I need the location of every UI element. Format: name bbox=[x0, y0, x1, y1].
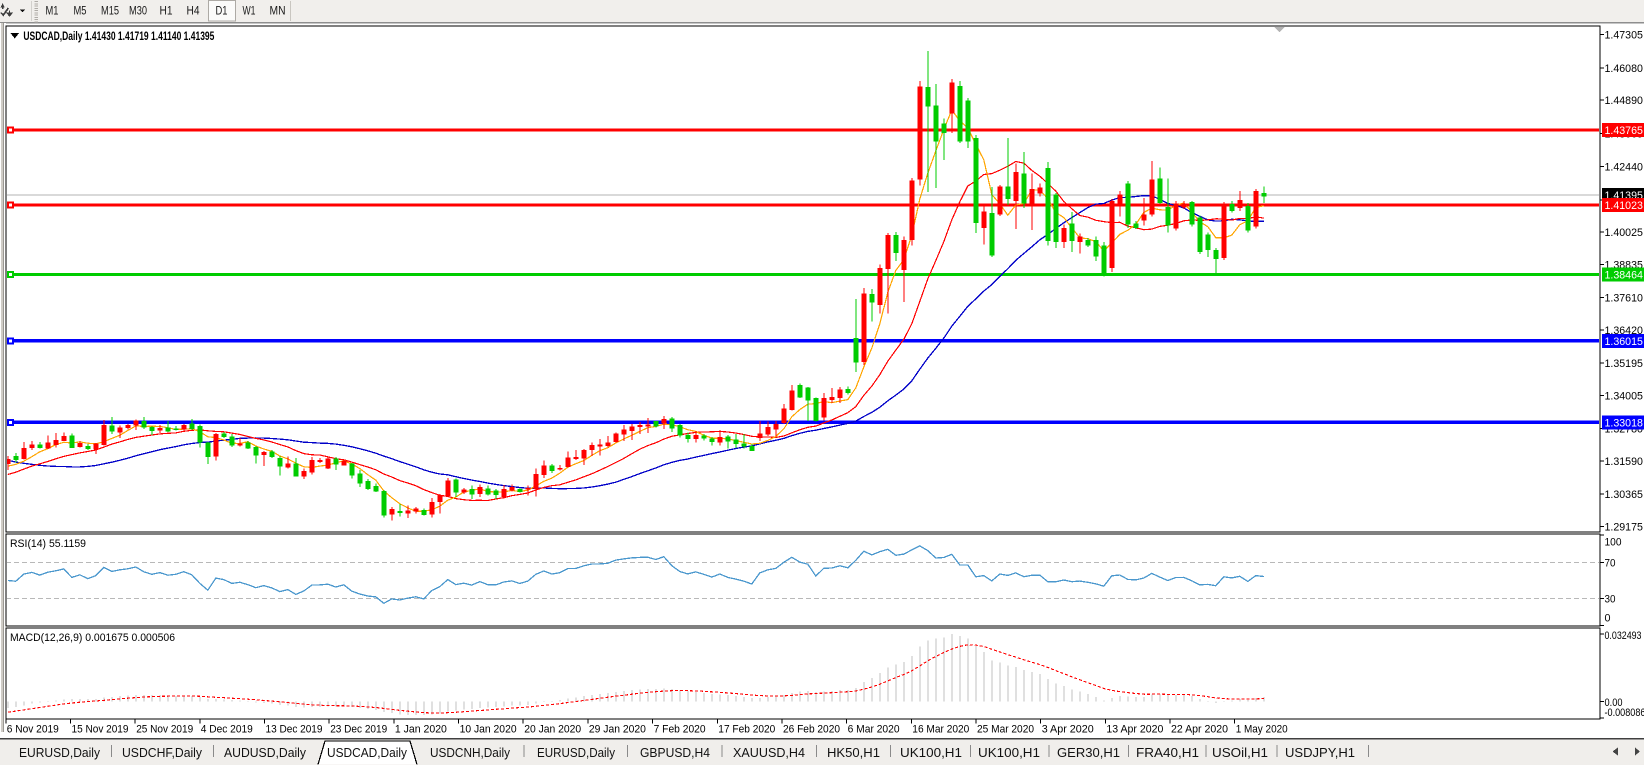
svg-text:25 Mar 2020: 25 Mar 2020 bbox=[977, 724, 1034, 736]
svg-text:1.33018: 1.33018 bbox=[1605, 417, 1643, 429]
svg-text:M30: M30 bbox=[129, 6, 147, 18]
svg-text:4 Dec 2019: 4 Dec 2019 bbox=[201, 724, 253, 736]
svg-text:23 Dec 2019: 23 Dec 2019 bbox=[330, 724, 387, 736]
svg-text:70: 70 bbox=[1605, 557, 1616, 569]
svg-text:USDJPY,H1: USDJPY,H1 bbox=[1285, 746, 1355, 760]
svg-text:M5: M5 bbox=[74, 6, 87, 18]
svg-text:1.29175: 1.29175 bbox=[1605, 521, 1643, 533]
svg-text:1.31590: 1.31590 bbox=[1605, 456, 1643, 468]
svg-text:USOil,H1: USOil,H1 bbox=[1212, 746, 1268, 760]
svg-text:1.44890: 1.44890 bbox=[1605, 95, 1643, 107]
svg-text:100: 100 bbox=[1605, 537, 1622, 549]
svg-text:GBPUSD,H4: GBPUSD,H4 bbox=[640, 746, 710, 760]
svg-text:1.34005: 1.34005 bbox=[1605, 390, 1643, 402]
svg-text:GER30,H1: GER30,H1 bbox=[1057, 746, 1120, 760]
svg-text:13 Dec 2019: 13 Dec 2019 bbox=[266, 724, 323, 736]
svg-text:30: 30 bbox=[1605, 593, 1616, 605]
svg-text:13 Apr 2020: 13 Apr 2020 bbox=[1106, 724, 1163, 736]
svg-text:17 Feb 2020: 17 Feb 2020 bbox=[718, 724, 775, 736]
svg-text:3 Apr 2020: 3 Apr 2020 bbox=[1042, 724, 1094, 736]
svg-text:20 Jan 2020: 20 Jan 2020 bbox=[524, 724, 581, 736]
svg-text:M1: M1 bbox=[46, 6, 59, 18]
svg-text:1.43765: 1.43765 bbox=[1605, 125, 1643, 137]
svg-text:XAUUSD,H4: XAUUSD,H4 bbox=[733, 746, 805, 760]
svg-text:1.46080: 1.46080 bbox=[1605, 63, 1643, 75]
svg-text:6 Nov 2019: 6 Nov 2019 bbox=[7, 724, 59, 736]
svg-text:USDCAD,Daily: USDCAD,Daily bbox=[327, 746, 408, 760]
svg-text:RSI(14) 55.1159: RSI(14) 55.1159 bbox=[10, 538, 86, 550]
svg-text:16 Mar 2020: 16 Mar 2020 bbox=[912, 724, 969, 736]
svg-text:-0.008086: -0.008086 bbox=[1605, 707, 1644, 719]
svg-text:6 Mar 2020: 6 Mar 2020 bbox=[848, 724, 900, 736]
svg-text:FRA40,H1: FRA40,H1 bbox=[1136, 746, 1199, 760]
svg-text:10 Jan 2020: 10 Jan 2020 bbox=[460, 724, 517, 736]
svg-text:1 May 2020: 1 May 2020 bbox=[1236, 724, 1288, 736]
svg-text:1.40025: 1.40025 bbox=[1605, 227, 1643, 239]
svg-text:0: 0 bbox=[1605, 613, 1611, 625]
svg-text:1.36015: 1.36015 bbox=[1605, 336, 1643, 348]
svg-text:1.30365: 1.30365 bbox=[1605, 489, 1643, 501]
svg-text:MN: MN bbox=[270, 6, 286, 18]
svg-text:1.35195: 1.35195 bbox=[1605, 358, 1643, 370]
svg-text:1.47305: 1.47305 bbox=[1605, 30, 1643, 42]
svg-text:M15: M15 bbox=[101, 6, 119, 18]
svg-text:1.41023: 1.41023 bbox=[1605, 200, 1643, 212]
svg-text:USDCAD,Daily 1.41430 1.41719: USDCAD,Daily 1.41430 1.41719 1.41140 1.4… bbox=[23, 29, 214, 43]
svg-text:D1: D1 bbox=[216, 6, 228, 18]
svg-text:22 Apr 2020: 22 Apr 2020 bbox=[1171, 724, 1228, 736]
svg-text:USDCNH,Daily: USDCNH,Daily bbox=[430, 746, 511, 760]
svg-text:HK50,H1: HK50,H1 bbox=[827, 746, 880, 760]
svg-text:1 Jan 2020: 1 Jan 2020 bbox=[395, 724, 447, 736]
svg-text:H1: H1 bbox=[160, 6, 173, 18]
svg-text:W1: W1 bbox=[243, 6, 256, 18]
svg-text:15 Nov 2019: 15 Nov 2019 bbox=[72, 724, 129, 736]
svg-text:AUDUSD,Daily: AUDUSD,Daily bbox=[224, 746, 307, 760]
svg-text:29 Jan 2020: 29 Jan 2020 bbox=[589, 724, 646, 736]
svg-text:UK100,H1: UK100,H1 bbox=[978, 746, 1040, 760]
svg-text:EURUSD,Daily: EURUSD,Daily bbox=[19, 746, 101, 760]
svg-text:USDCHF,Daily: USDCHF,Daily bbox=[122, 746, 203, 760]
svg-text:0.032493: 0.032493 bbox=[1605, 630, 1642, 642]
svg-text:H4: H4 bbox=[187, 6, 201, 18]
svg-text:7 Feb 2020: 7 Feb 2020 bbox=[654, 724, 706, 736]
svg-text:26 Feb 2020: 26 Feb 2020 bbox=[783, 724, 840, 736]
svg-text:25 Nov 2019: 25 Nov 2019 bbox=[136, 724, 193, 736]
svg-text:MACD(12,26,9) 0.001675 0.00050: MACD(12,26,9) 0.001675 0.000506 bbox=[10, 632, 175, 644]
svg-text:1.42440: 1.42440 bbox=[1605, 162, 1643, 174]
svg-text:1.37610: 1.37610 bbox=[1605, 293, 1643, 305]
svg-text:UK100,H1: UK100,H1 bbox=[900, 746, 962, 760]
svg-text:1.38464: 1.38464 bbox=[1605, 269, 1643, 281]
svg-text:EURUSD,Daily: EURUSD,Daily bbox=[537, 746, 616, 760]
